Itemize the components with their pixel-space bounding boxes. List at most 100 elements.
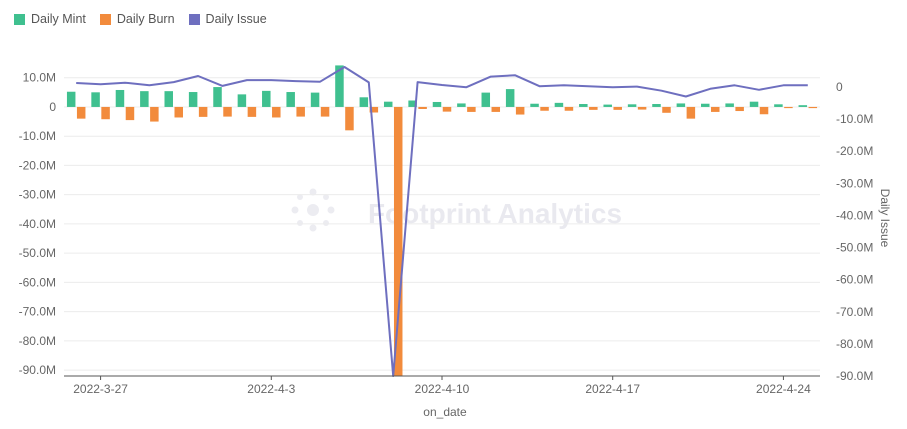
bar-daily-mint: [286, 92, 295, 107]
legend-label-mint: Daily Mint: [31, 12, 86, 26]
bar-daily-burn: [735, 106, 744, 112]
bar-daily-mint: [213, 87, 222, 107]
legend-label-issue: Daily Issue: [205, 12, 267, 26]
y-right-tick-label: -40.0M: [836, 208, 873, 222]
legend-label-burn: Daily Burn: [116, 12, 175, 26]
bar-daily-burn: [320, 106, 330, 117]
bar-daily-burn: [467, 106, 476, 112]
x-axis-title: on_date: [423, 405, 467, 419]
bar-daily-mint: [359, 97, 369, 107]
bar-daily-burn: [442, 106, 452, 112]
bar-daily-mint: [262, 90, 271, 107]
y-left-tick-label: -20.0M: [19, 158, 56, 172]
bar-daily-burn: [613, 106, 622, 110]
bar-daily-burn: [686, 106, 696, 119]
bar-daily-burn: [296, 106, 305, 117]
bar-daily-burn: [369, 106, 379, 113]
y-right-tick-label: -90.0M: [836, 369, 873, 383]
bar-daily-burn: [662, 106, 671, 113]
legend: Daily Mint Daily Burn Daily Issue: [14, 12, 267, 26]
y-right-tick-label: -30.0M: [836, 176, 873, 190]
y-right-tick-label: -10.0M: [836, 112, 873, 126]
y-right-tick-label: -50.0M: [836, 241, 873, 255]
y-left-tick-label: -60.0M: [19, 275, 56, 289]
bar-daily-mint: [725, 103, 734, 107]
bar-daily-mint: [652, 104, 661, 107]
grid-lines: [64, 77, 820, 371]
y-left-tick-label: 10.0M: [23, 71, 56, 85]
bar-daily-burn: [491, 106, 501, 112]
y-right-tick-label: -20.0M: [836, 144, 873, 158]
y-left-tick-label: -40.0M: [19, 217, 56, 231]
y-right-tick-label: -60.0M: [836, 273, 873, 287]
bar-daily-mint: [432, 101, 442, 107]
legend-swatch-burn: [99, 13, 111, 25]
x-tick-label: 2022-4-24: [756, 382, 811, 396]
x-tick-label: 2022-4-17: [585, 382, 640, 396]
bar-daily-mint: [310, 92, 320, 107]
y-right-tick-label: -70.0M: [836, 305, 873, 319]
bar-daily-mint: [701, 103, 710, 107]
x-tick-label: 2022-4-10: [415, 382, 470, 396]
y-left-tick-label: -10.0M: [19, 129, 56, 143]
legend-item-daily-issue[interactable]: Daily Issue: [188, 12, 267, 26]
legend-item-daily-burn[interactable]: Daily Burn: [99, 12, 175, 26]
y-right-tick-label: 0: [836, 80, 843, 94]
bar-daily-mint: [676, 103, 686, 107]
bar-daily-mint: [91, 92, 100, 107]
bar-daily-burn: [150, 106, 159, 122]
bar-daily-mint: [627, 104, 637, 107]
legend-swatch-issue: [188, 13, 200, 25]
x-tick-label: 2022-3-27: [73, 382, 128, 396]
series-daily-burn: [76, 106, 818, 377]
y-left-tick-label: -80.0M: [19, 334, 56, 348]
bar-daily-burn: [418, 106, 427, 109]
bar-daily-burn: [784, 106, 793, 109]
y-left-tick-label: 0: [49, 100, 56, 114]
bar-daily-mint: [530, 103, 539, 107]
bar-daily-mint: [408, 100, 417, 107]
bar-daily-burn: [540, 106, 549, 111]
axes: 10.0M 0 -10.0M -20.0M -30.0M -40.0M -50.0M -60.…: [19, 71, 874, 396]
bar-daily-burn: [808, 106, 818, 109]
bar-daily-burn: [711, 106, 720, 112]
bar-daily-mint: [237, 94, 247, 107]
bar-daily-burn: [198, 106, 208, 117]
bar-daily-burn: [393, 106, 403, 377]
bar-daily-burn: [272, 106, 281, 118]
legend-item-daily-mint[interactable]: Daily Mint: [14, 12, 86, 26]
bar-daily-burn: [76, 106, 86, 119]
y-left-tick-label: -90.0M: [19, 363, 56, 377]
bar-daily-mint: [505, 89, 515, 107]
bar-daily-burn: [564, 106, 574, 111]
bar-daily-burn: [247, 106, 257, 117]
line-daily-issue: [76, 66, 808, 377]
bar-daily-mint: [554, 102, 564, 107]
bar-daily-burn: [223, 106, 232, 117]
watermark-logo: [291, 188, 335, 232]
bar-daily-mint: [140, 91, 149, 107]
bar-daily-mint: [749, 101, 759, 107]
bar-daily-mint: [164, 91, 173, 107]
bar-daily-mint: [115, 89, 125, 107]
bar-daily-burn: [174, 106, 183, 118]
bar-daily-mint: [66, 91, 76, 107]
bar-daily-burn: [345, 106, 354, 131]
bar-daily-mint: [579, 104, 588, 107]
bar-daily-mint: [798, 105, 808, 107]
bar-daily-burn: [759, 106, 769, 115]
bar-daily-mint: [335, 65, 344, 107]
x-tick-label: 2022-4-3: [247, 382, 295, 396]
y-right-tick-label: -80.0M: [836, 337, 873, 351]
bar-daily-burn: [589, 106, 598, 110]
legend-swatch-mint: [14, 13, 25, 25]
bar-daily-mint: [774, 104, 783, 107]
y-left-tick-label: -70.0M: [19, 305, 56, 319]
series-daily-issue: [76, 66, 808, 377]
bar-daily-mint: [188, 92, 198, 107]
y-left-tick-label: -50.0M: [19, 246, 56, 260]
series-daily-mint: [66, 65, 808, 107]
bar-daily-mint: [481, 92, 491, 107]
